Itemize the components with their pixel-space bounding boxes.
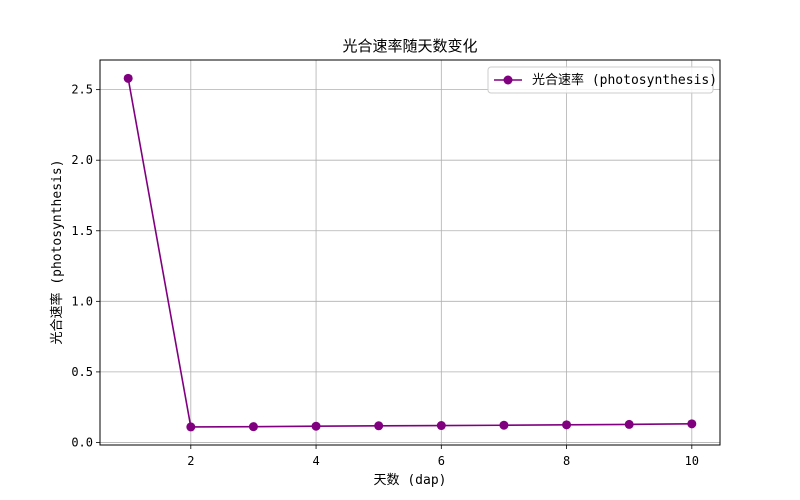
x-axis-ticks: 2 4 6 8 10 bbox=[187, 445, 699, 468]
chart-title: 光合速率随天数变化 bbox=[342, 37, 477, 55]
y-axis-label: 光合速率 (photosynthesis) bbox=[49, 159, 65, 344]
y-axis-ticks: 0.0 0.5 1.0 1.5 2.0 2.5 bbox=[71, 83, 100, 449]
legend-marker bbox=[503, 75, 513, 85]
x-axis-label: 天数 (dap) bbox=[374, 473, 447, 488]
x-tick-label: 4 bbox=[312, 454, 319, 468]
legend-series-label: 光合速率 (photosynthesis) bbox=[532, 72, 717, 88]
y-tick-label: 2.5 bbox=[71, 83, 93, 97]
y-tick-label: 0.0 bbox=[71, 435, 93, 449]
data-point bbox=[311, 421, 321, 431]
series-line bbox=[127, 78, 692, 428]
data-point bbox=[374, 421, 384, 431]
y-tick-label: 1.0 bbox=[71, 294, 93, 308]
x-tick-label: 2 bbox=[187, 454, 194, 468]
x-tick-label: 10 bbox=[685, 454, 699, 468]
data-point bbox=[499, 420, 509, 430]
y-tick-label: 0.5 bbox=[71, 365, 93, 379]
data-point bbox=[562, 420, 572, 430]
x-tick-label: 6 bbox=[438, 454, 445, 468]
data-point bbox=[436, 421, 446, 431]
data-point bbox=[624, 419, 634, 429]
legend-box bbox=[487, 66, 714, 94]
plot-area-frame bbox=[99, 59, 721, 446]
data-point bbox=[687, 419, 697, 429]
y-tick-label: 1.5 bbox=[71, 224, 93, 238]
series-group bbox=[123, 73, 697, 432]
y-tick-label: 2.0 bbox=[71, 153, 93, 167]
data-point bbox=[248, 422, 258, 432]
legend: 光合速率 (photosynthesis) bbox=[487, 66, 717, 94]
data-point bbox=[123, 73, 133, 83]
data-point bbox=[186, 422, 196, 432]
x-tick-label: 8 bbox=[563, 454, 570, 468]
